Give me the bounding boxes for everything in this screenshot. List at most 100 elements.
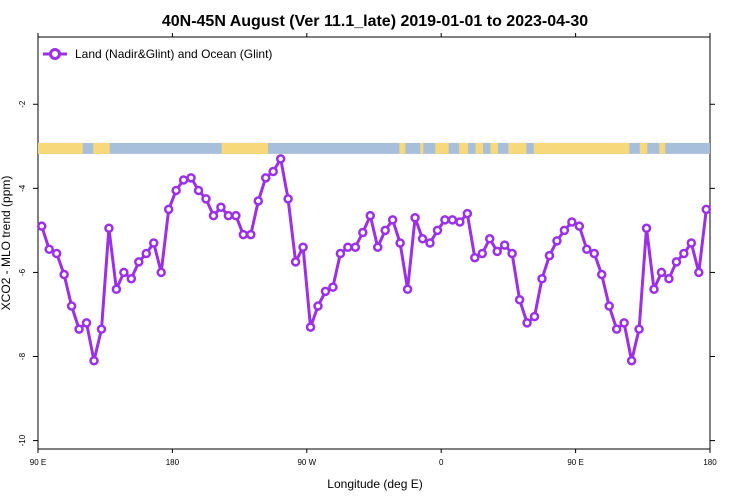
x-tick-label-4: 90 E [567, 458, 583, 467]
data-point [223, 210, 234, 221]
chart-title: 40N-45N August (Ver 11.1_late) 2019-01-0… [162, 13, 588, 30]
data-point [208, 210, 219, 221]
data-point [335, 248, 346, 259]
data-point [350, 242, 361, 252]
data-point [81, 318, 92, 328]
data-point [134, 257, 144, 267]
y-tick-label-4: -10 [18, 434, 27, 446]
data-point [484, 234, 495, 244]
data-point [589, 248, 600, 259]
data-point [417, 234, 428, 244]
land-segment-8 [490, 142, 498, 154]
data-point [320, 286, 331, 297]
data-point [440, 215, 450, 225]
data-point [365, 210, 376, 221]
data-point [268, 166, 278, 177]
data-point [694, 267, 704, 278]
data-point [470, 252, 480, 263]
data-point [305, 322, 316, 332]
land-segment-4 [420, 142, 424, 154]
data-point [44, 244, 54, 255]
data-point [51, 248, 62, 259]
plot-frame [37, 36, 711, 450]
data-point [626, 355, 637, 366]
land-segment-1 [93, 142, 110, 154]
data-point [552, 236, 562, 246]
data-point [507, 248, 517, 259]
data-point [104, 223, 114, 234]
data-point [74, 324, 84, 334]
data-point [395, 238, 405, 248]
data-point [455, 217, 465, 227]
x-tick-label-1: 180 [166, 458, 180, 467]
data-point [260, 173, 271, 183]
legend-label: Land (Nadir&Glint) and Ocean (Glint) [75, 47, 272, 61]
data-point [298, 242, 308, 252]
data-point [567, 217, 577, 227]
data-point [492, 246, 502, 257]
land-segment-5 [435, 142, 449, 154]
data-point [111, 284, 122, 294]
data-point [141, 248, 152, 259]
data-point [522, 318, 532, 328]
data-point [328, 282, 338, 292]
x-tick-label-0: 90 E [30, 458, 46, 467]
data-point [231, 210, 241, 221]
land-segment-9 [508, 142, 527, 154]
data-point [544, 250, 555, 261]
data-point [425, 238, 435, 248]
data-point [387, 215, 398, 225]
data-point [380, 225, 390, 236]
data-point [275, 154, 286, 164]
data-point [611, 324, 622, 334]
data-point [574, 221, 585, 231]
x-axis-label: Longitude (deg E) [327, 477, 422, 491]
series-layer [36, 154, 712, 366]
data-point [619, 318, 629, 328]
data-point [671, 257, 682, 267]
data-point [171, 185, 181, 196]
data-point [447, 215, 458, 225]
data-point [343, 242, 353, 252]
data-point [679, 248, 689, 259]
data-point [59, 269, 69, 280]
data-point [246, 229, 256, 240]
land-segment-11 [639, 142, 648, 154]
y-axis-label: XCO2 - MLO trend (ppm) [0, 176, 13, 311]
y-tick-label-1: -4 [18, 184, 27, 192]
data-point [477, 248, 488, 259]
y-tick-label-2: -6 [18, 268, 27, 276]
data-point [253, 196, 264, 206]
data-point [582, 244, 592, 255]
legend: Land (Nadir&Glint) and Ocean (Glint) [43, 47, 272, 61]
data-point [559, 225, 570, 236]
data-point [201, 194, 211, 204]
data-point [119, 267, 129, 278]
data-point [634, 324, 644, 334]
data-point [372, 242, 383, 252]
data-point [156, 267, 166, 278]
data-point [313, 301, 323, 311]
land-segment-6 [459, 142, 469, 154]
data-point [529, 311, 540, 322]
data-point [402, 284, 413, 294]
surface-type-strip [38, 142, 710, 154]
land-segment-7 [475, 142, 484, 154]
data-point [686, 238, 697, 248]
x-tick-label-5: 180 [703, 458, 717, 467]
legend-marker [49, 48, 61, 60]
land-segment-3 [399, 142, 406, 154]
y-tick-label-0: -2 [18, 100, 27, 108]
data-point [283, 194, 293, 204]
land-segment-0 [38, 142, 83, 154]
data-point [499, 240, 510, 250]
y-tick-label-3: -8 [18, 352, 27, 360]
data-point [290, 257, 301, 267]
x-tick-label-3: 0 [439, 458, 444, 467]
land-segment-10 [533, 142, 630, 154]
data-point [163, 204, 174, 215]
data-point [664, 273, 674, 284]
data-point [96, 324, 107, 334]
data-point [193, 185, 204, 196]
